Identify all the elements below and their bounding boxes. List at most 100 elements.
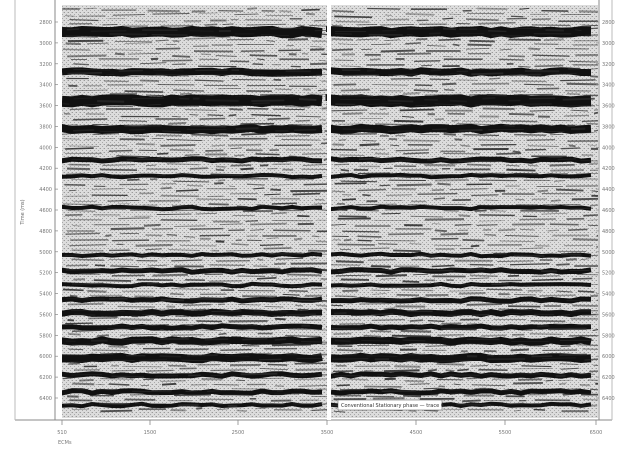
weak-reflector (69, 19, 99, 22)
weak-reflector (62, 132, 78, 135)
weak-reflector (426, 45, 446, 47)
reflector (62, 388, 323, 396)
weak-reflector (252, 402, 285, 406)
weak-reflector (252, 175, 285, 177)
weak-reflector (283, 278, 309, 281)
weak-reflector (324, 308, 328, 310)
weak-reflector (433, 197, 445, 200)
weak-reflector (197, 314, 209, 316)
weak-reflector (559, 382, 567, 385)
weak-reflector (595, 245, 598, 249)
weak-reflector (109, 32, 148, 36)
weak-reflector (453, 383, 461, 386)
weak-reflector (467, 43, 492, 47)
weak-reflector (322, 67, 328, 71)
weak-reflector (331, 223, 347, 226)
weak-reflector (66, 273, 101, 275)
weak-reflector (194, 79, 224, 82)
weak-reflector (553, 323, 566, 325)
weak-reflector (184, 154, 200, 156)
weak-reflector (147, 103, 162, 106)
weak-reflector (227, 404, 238, 408)
weak-reflector (100, 325, 132, 327)
weak-reflector (403, 139, 440, 142)
weak-reflector (240, 50, 265, 53)
weak-reflector (399, 108, 435, 112)
weak-reflector (310, 46, 322, 48)
weak-reflector (436, 362, 465, 366)
weak-reflector (108, 149, 133, 153)
weak-reflector (174, 225, 206, 227)
weak-reflector (577, 290, 595, 293)
weak-reflector (253, 310, 288, 313)
reflector (328, 371, 592, 380)
weak-reflector (438, 385, 445, 388)
weak-reflector (106, 73, 115, 76)
weak-reflector (249, 54, 278, 57)
weak-reflector (366, 103, 402, 105)
reflector (327, 336, 592, 346)
weak-reflector (260, 34, 290, 36)
weak-reflector (561, 147, 581, 150)
weak-reflector (264, 193, 281, 196)
weak-reflector (293, 237, 303, 241)
weak-reflector (547, 173, 568, 175)
weak-reflector (423, 374, 433, 377)
weak-reflector (384, 307, 396, 310)
weak-reflector (583, 398, 598, 401)
weak-reflector (136, 142, 155, 146)
weak-reflector (520, 388, 557, 390)
weak-reflector (187, 354, 218, 357)
weak-reflector (289, 94, 301, 97)
weak-reflector (442, 338, 452, 340)
weak-reflector (232, 78, 266, 81)
reflector (328, 388, 592, 396)
weak-reflector (562, 393, 570, 396)
weak-reflector (65, 213, 83, 217)
weak-reflector (390, 78, 421, 80)
weak-reflector (480, 309, 490, 312)
weak-reflector (124, 42, 153, 45)
weak-reflector (285, 313, 316, 317)
weak-reflector (371, 43, 392, 46)
weak-reflector (294, 175, 328, 178)
weak-reflector (97, 100, 125, 103)
weak-reflector (442, 82, 457, 86)
weak-reflector (424, 208, 439, 210)
weak-reflector (559, 353, 587, 356)
weak-reflector (335, 260, 364, 264)
weak-reflector (338, 215, 367, 218)
weak-reflector (337, 208, 348, 211)
weak-reflector (369, 58, 381, 61)
weak-reflector (437, 333, 465, 337)
weak-reflector (518, 65, 531, 68)
weak-reflector (271, 315, 283, 317)
weak-reflector (486, 288, 523, 291)
weak-reflector (474, 104, 508, 106)
weak-reflector (279, 10, 292, 13)
weak-reflector (71, 249, 104, 252)
weak-reflector (310, 257, 317, 260)
weak-reflector (494, 364, 502, 367)
weak-reflector (191, 133, 229, 137)
weak-reflector (68, 362, 80, 365)
weak-reflector (428, 320, 445, 323)
weak-reflector (513, 93, 554, 96)
weak-reflector (442, 27, 456, 31)
weak-reflector (388, 232, 424, 236)
weak-reflector (228, 143, 262, 147)
weak-reflector (212, 314, 243, 317)
weak-reflector (535, 130, 565, 133)
weak-reflector (155, 39, 169, 42)
weak-reflector (298, 98, 317, 101)
weak-reflector (196, 198, 232, 200)
weak-reflector (332, 143, 345, 146)
weak-reflector (342, 198, 356, 201)
weak-reflector (443, 132, 456, 136)
weak-reflector (182, 303, 212, 307)
weak-reflector (160, 318, 188, 321)
weak-reflector (584, 34, 598, 37)
weak-reflector (366, 69, 376, 72)
weak-reflector (179, 244, 217, 247)
